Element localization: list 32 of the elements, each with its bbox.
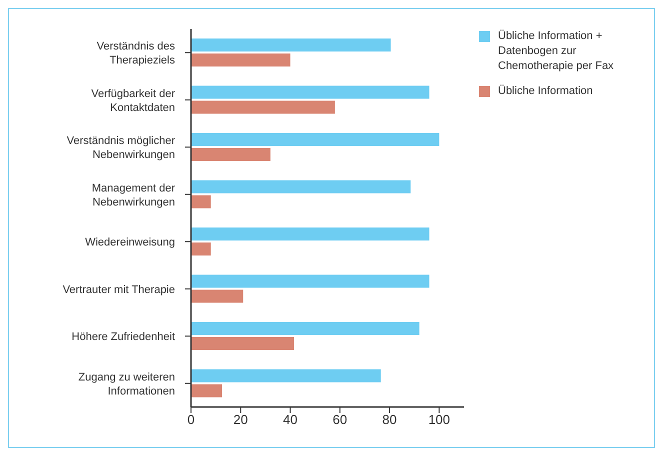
y-tick-label: Wiedereinweisung [85, 236, 175, 249]
x-tick-label: 40 [283, 412, 298, 428]
bar [191, 369, 381, 382]
bar [191, 384, 222, 398]
bar [191, 148, 270, 161]
bar [191, 274, 430, 288]
y-tick-label: Verständnis des Therapieziels [96, 40, 176, 67]
bar [191, 132, 440, 146]
bar [191, 86, 430, 99]
legend-label: Übliche Information [498, 84, 593, 99]
bar [191, 242, 211, 256]
y-tick-label: Höhere Zufriedenheit [72, 331, 175, 344]
x-tick-label: 0 [187, 412, 195, 428]
bar [191, 322, 420, 335]
y-tick-label: Verfügbarkeit der Kontaktdaten [91, 88, 176, 114]
y-tick-label: Verständnis möglicher Nebenwirkungen [66, 135, 176, 162]
bar [191, 336, 294, 350]
legend-label: Übliche Information + Datenbogen zur Chemotherapie per Fax [498, 29, 615, 74]
x-tick-label: 100 [428, 412, 450, 428]
bar [191, 195, 211, 208]
bar [191, 100, 335, 114]
x-tick-label: 60 [332, 412, 348, 428]
y-tick-label: Management der Nebenwirkungen [92, 182, 176, 208]
bar [191, 180, 411, 194]
bar [191, 290, 244, 303]
y-tick-label: Zugang zu weiteren Informationen [78, 371, 175, 398]
x-tick-label: 80 [382, 412, 397, 428]
x-tick-label: 20 [233, 412, 248, 428]
y-tick-label: Vertrauter mit Therapie [62, 284, 175, 296]
bar [191, 53, 290, 66]
bar [191, 227, 430, 240]
bar [191, 38, 391, 52]
